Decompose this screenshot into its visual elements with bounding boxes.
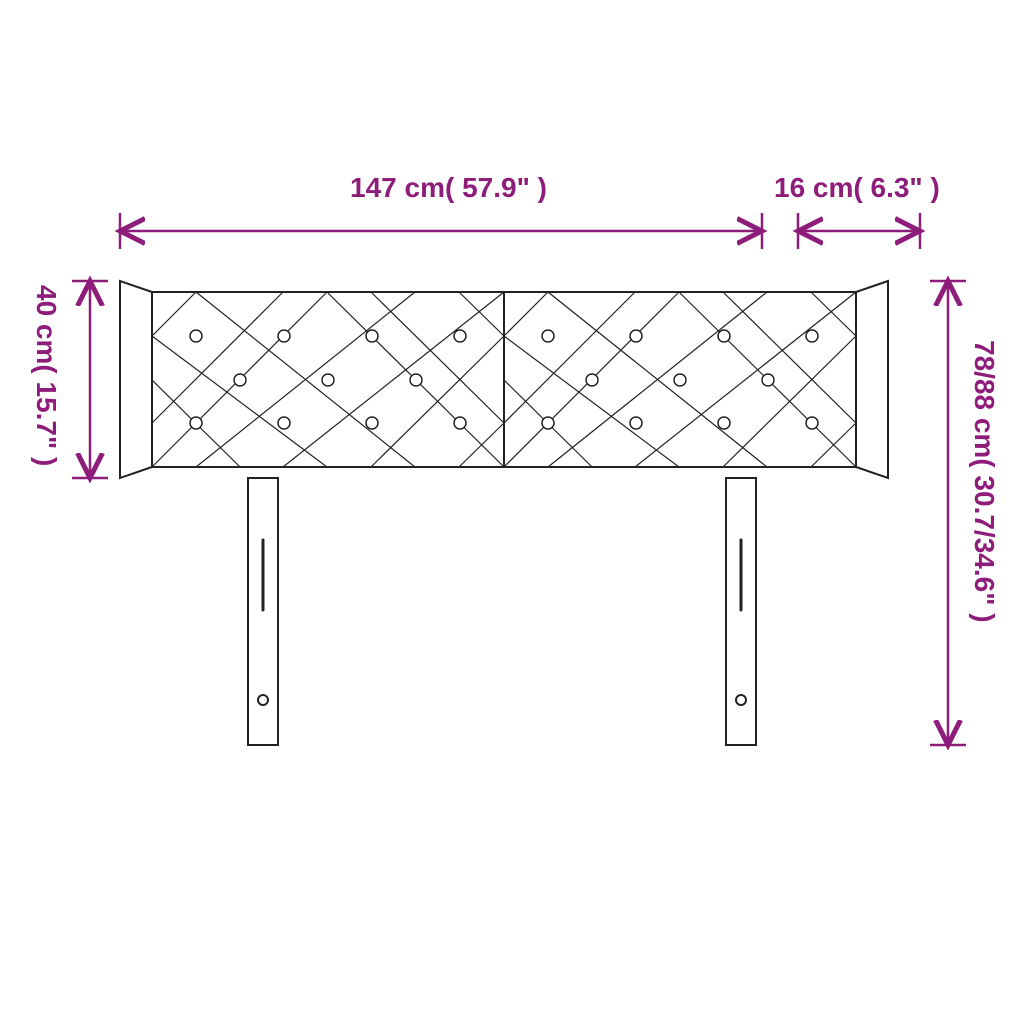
mounting-legs: [248, 478, 756, 745]
diagram-svg: [0, 0, 1024, 1024]
headboard-drawing: [120, 281, 888, 745]
diagram-canvas: 147 cm( 57.9" ) 16 cm( 6.3" ) 40 cm( 15.…: [0, 0, 1024, 1024]
